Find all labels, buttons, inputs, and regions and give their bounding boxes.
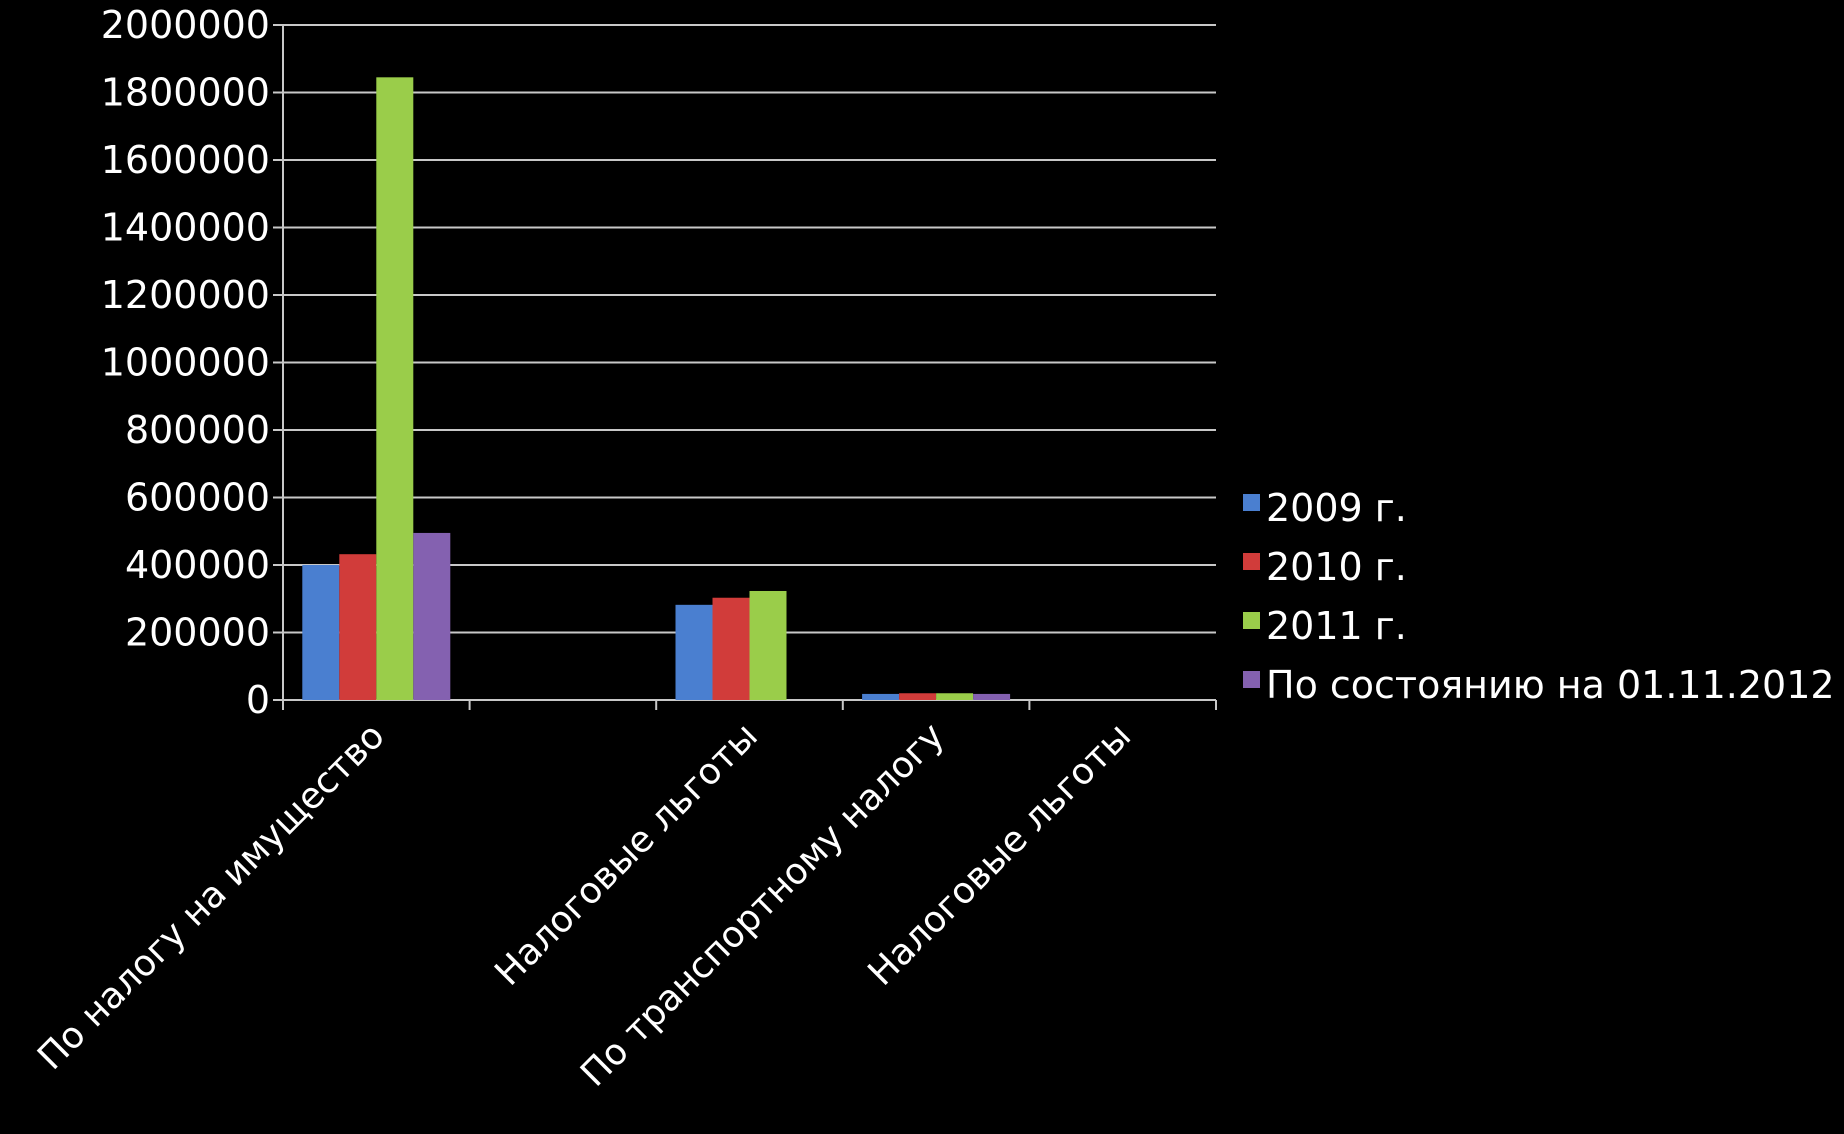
y-tick-label: 200000 bbox=[125, 611, 270, 655]
bar bbox=[302, 565, 340, 700]
bar bbox=[712, 597, 750, 700]
y-tick-label: 1600000 bbox=[101, 138, 270, 182]
legend-entry-label: 2009 г. bbox=[1266, 486, 1407, 530]
bar bbox=[376, 77, 414, 700]
legend-swatch bbox=[1243, 671, 1260, 688]
y-tick-label: 0 bbox=[246, 678, 270, 722]
y-tick-label: 1800000 bbox=[101, 71, 270, 115]
y-tick-label: 800000 bbox=[125, 408, 270, 452]
y-tick-label: 1000000 bbox=[101, 341, 270, 385]
x-category-label: По транспортному налогу bbox=[573, 715, 952, 1094]
legend-swatch bbox=[1243, 612, 1260, 629]
bar bbox=[899, 693, 937, 700]
bar bbox=[339, 554, 377, 700]
bar bbox=[413, 532, 451, 700]
y-tick-label: 1400000 bbox=[101, 206, 270, 250]
legend-swatch bbox=[1243, 494, 1260, 511]
bar bbox=[862, 693, 900, 700]
y-tick-label: 600000 bbox=[125, 476, 270, 520]
y-tick-label: 2000000 bbox=[101, 3, 270, 47]
x-category-label: По налогу на имущество bbox=[30, 715, 393, 1078]
legend-entry-label: 2010 г. bbox=[1266, 545, 1407, 589]
bar bbox=[675, 604, 713, 700]
legend-entry-label: По состоянию на 01.11.2012 bbox=[1266, 663, 1835, 707]
bar bbox=[973, 693, 1011, 700]
legend-entry-label: 2011 г. bbox=[1266, 604, 1407, 648]
bar bbox=[936, 693, 974, 700]
bar bbox=[749, 590, 787, 700]
y-tick-label: 1200000 bbox=[101, 273, 270, 317]
y-tick-label: 400000 bbox=[125, 543, 270, 587]
legend-swatch bbox=[1243, 553, 1260, 570]
